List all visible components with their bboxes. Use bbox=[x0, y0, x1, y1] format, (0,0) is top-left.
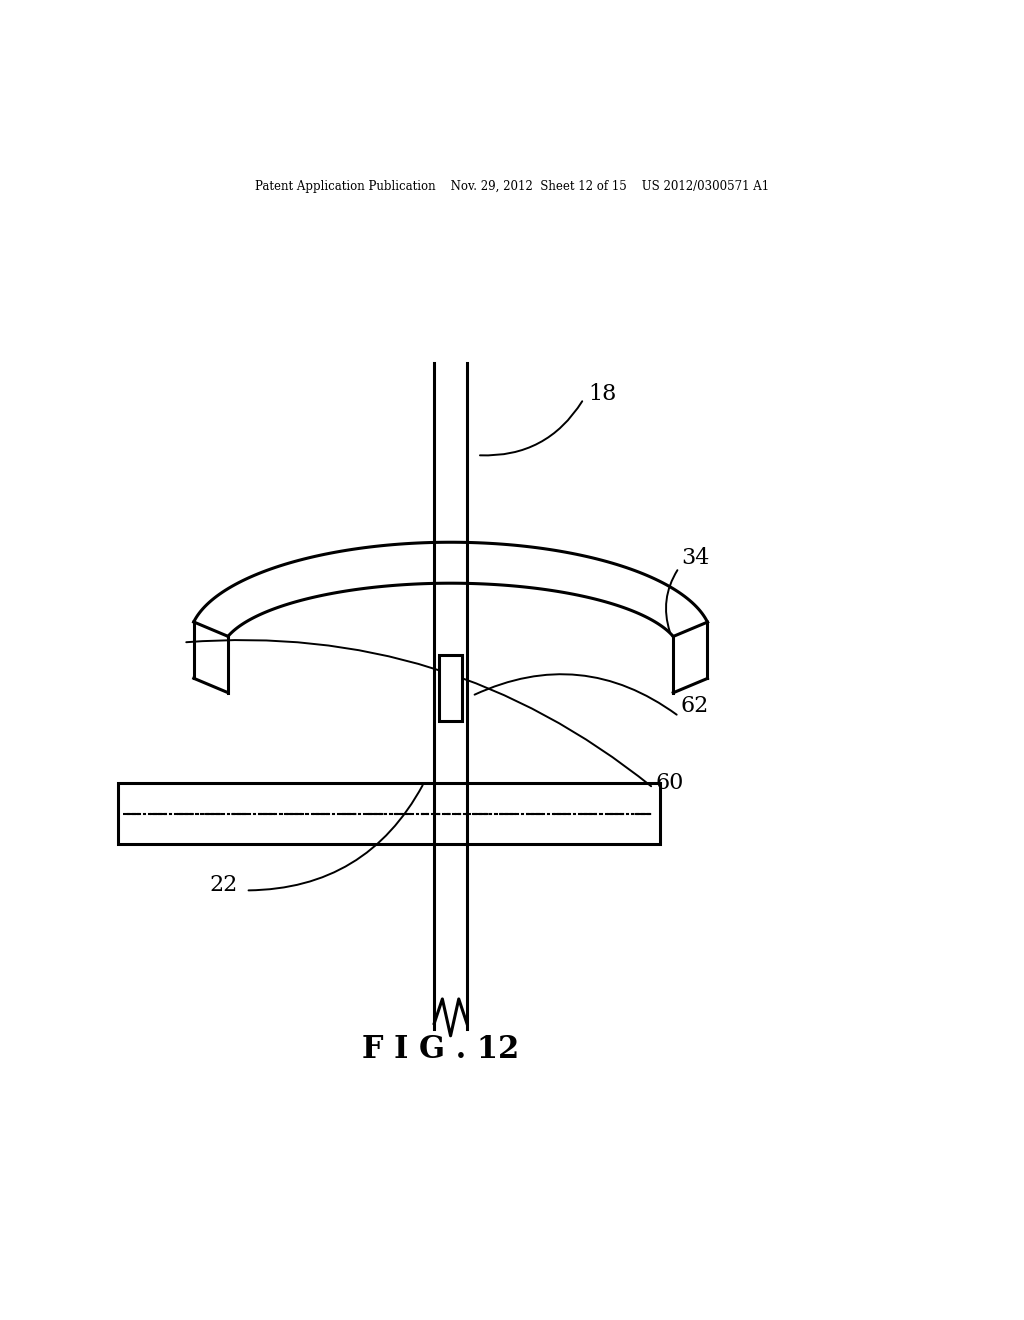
Text: 60: 60 bbox=[655, 772, 684, 793]
Text: 22: 22 bbox=[210, 874, 239, 896]
Bar bbox=[439, 655, 462, 722]
Text: Patent Application Publication    Nov. 29, 2012  Sheet 12 of 15    US 2012/03005: Patent Application Publication Nov. 29, … bbox=[255, 181, 769, 194]
Text: 62: 62 bbox=[681, 696, 710, 717]
Text: 18: 18 bbox=[589, 383, 617, 405]
Text: 34: 34 bbox=[681, 546, 710, 569]
Bar bbox=[118, 783, 660, 845]
Text: F I G . 12: F I G . 12 bbox=[361, 1034, 519, 1065]
